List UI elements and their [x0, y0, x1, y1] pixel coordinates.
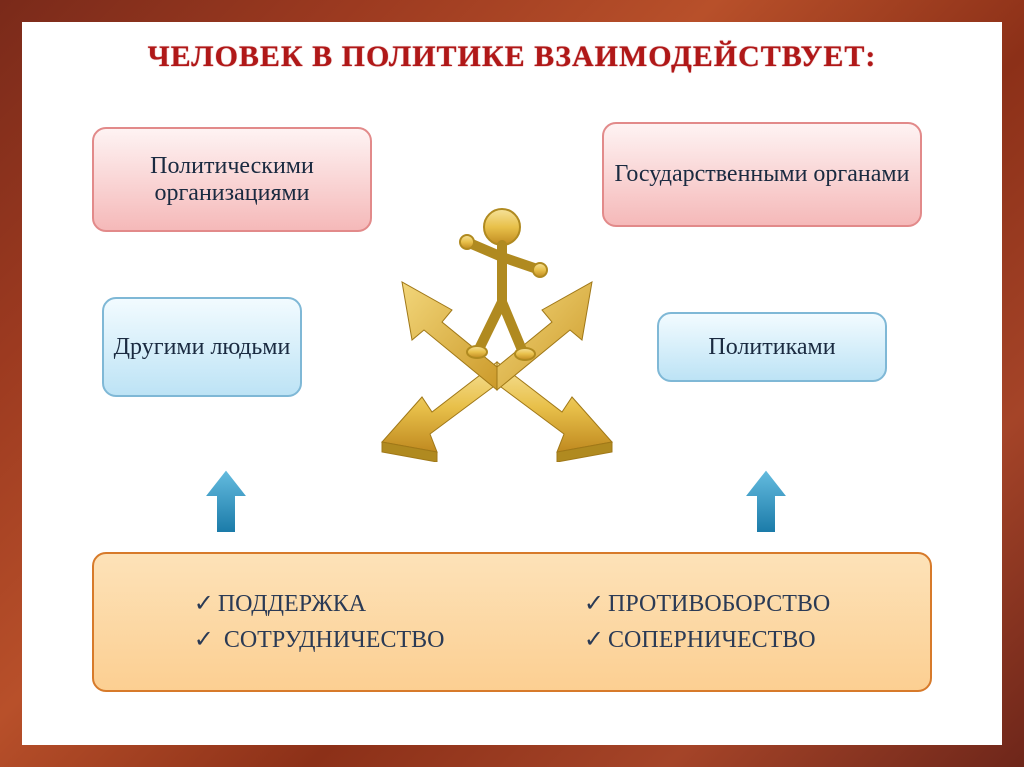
- callout-label: Государственными органами: [615, 161, 910, 188]
- check-icon: ✓: [194, 627, 214, 653]
- callout-label: Другими людьми: [114, 334, 291, 361]
- bottom-left-col: ✓ПОДДЕРЖКА ✓ СОТРУДНИЧЕСТВО: [194, 586, 445, 658]
- callout-label: Политическими организациями: [94, 153, 370, 207]
- list-item: ✓ПОДДЕРЖКА: [194, 586, 445, 622]
- up-arrow-right-icon: [742, 467, 790, 537]
- list-item: ✓ПРОТИВОБОРСТВО: [584, 586, 830, 622]
- item-label: СОТРУДНИЧЕСТВО: [224, 627, 445, 653]
- callout-other-people: Другими людьми: [102, 297, 302, 397]
- list-item: ✓СОПЕРНИЧЕСТВО: [584, 622, 830, 658]
- slide-frame: ЧЕЛОВЕК В ПОЛИТИКЕ ВЗАИМОДЕЙСТВУЕТ:: [0, 0, 1024, 767]
- slide-canvas: ЧЕЛОВЕК В ПОЛИТИКЕ ВЗАИМОДЕЙСТВУЕТ:: [22, 22, 1002, 745]
- callout-label: Политиками: [708, 334, 835, 361]
- callout-political-orgs: Политическими организациями: [92, 127, 372, 232]
- item-label: ПОДДЕРЖКА: [218, 591, 366, 617]
- check-icon: ✓: [194, 591, 214, 617]
- up-arrow-left-icon: [202, 467, 250, 537]
- item-label: СОПЕРНИЧЕСТВО: [608, 627, 816, 653]
- item-label: ПРОТИВОБОРСТВО: [608, 591, 830, 617]
- callout-state-bodies: Государственными органами: [602, 122, 922, 227]
- list-item: ✓ СОТРУДНИЧЕСТВО: [194, 622, 445, 658]
- check-icon: ✓: [584, 627, 604, 653]
- interaction-types-box: ✓ПОДДЕРЖКА ✓ СОТРУДНИЧЕСТВО ✓ПРОТИВОБОРС…: [92, 552, 932, 692]
- slide-title: ЧЕЛОВЕК В ПОЛИТИКЕ ВЗАИМОДЕЙСТВУЕТ:: [22, 40, 1002, 74]
- callout-politicians: Политиками: [657, 312, 887, 382]
- center-graphic: [362, 172, 632, 462]
- bottom-right-col: ✓ПРОТИВОБОРСТВО ✓СОПЕРНИЧЕСТВО: [584, 586, 830, 658]
- check-icon: ✓: [584, 591, 604, 617]
